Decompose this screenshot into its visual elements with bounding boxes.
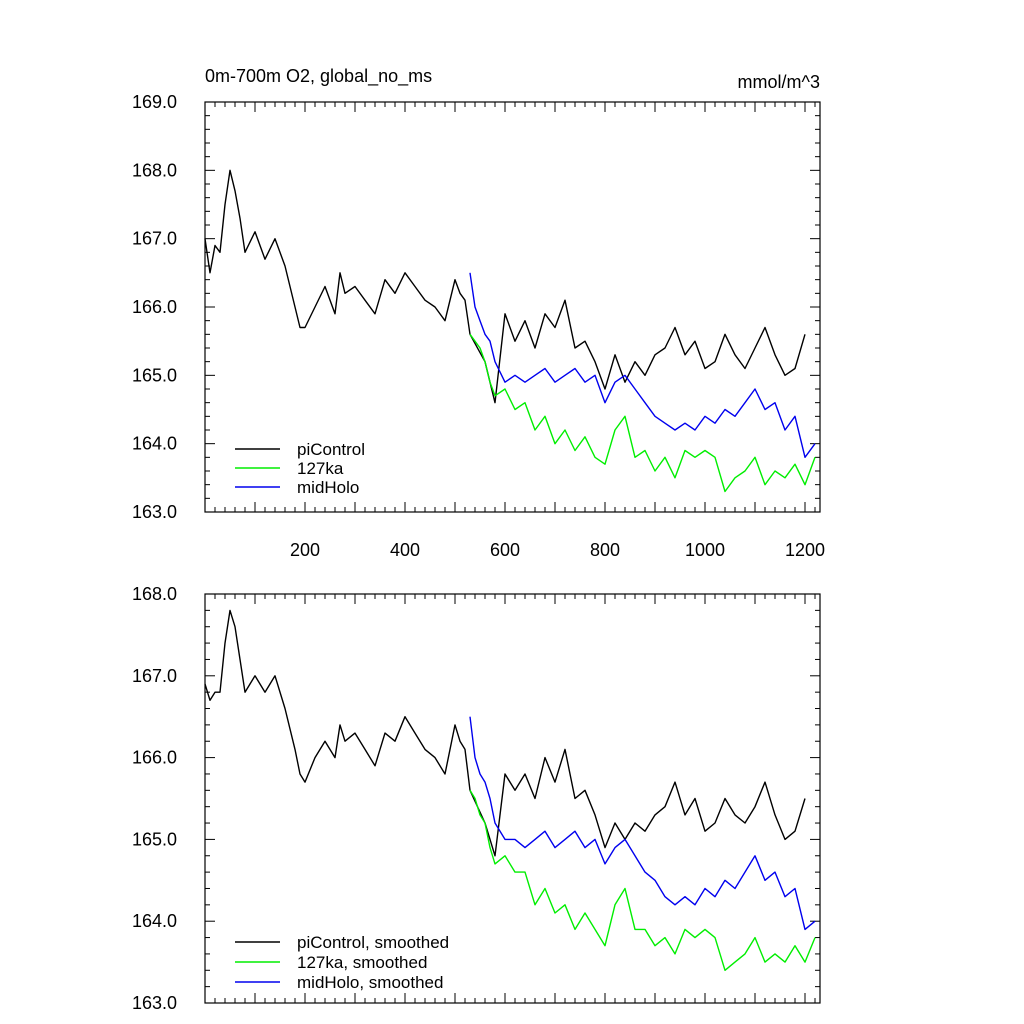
legend-label: piControl: [297, 440, 365, 459]
series-line-midholo: [469, 272, 816, 458]
x-tick-label: 600: [490, 540, 520, 560]
x-tick-label: 400: [390, 540, 420, 560]
legend-label: piControl, smoothed: [297, 933, 449, 952]
series-line-picontrol-smoothed: [204, 609, 806, 857]
series-line-127ka-smoothed: [469, 789, 816, 971]
y-tick-label: 168.0: [132, 160, 177, 180]
y-tick-label: 163.0: [132, 993, 177, 1013]
top-panel: 163.0 164.0 165.0 166.0 167.0 168.0 169.0 200 40…: [132, 92, 825, 560]
plot-frame: [204, 593, 821, 1004]
y-tick-label: 167.0: [132, 666, 177, 686]
y-tick-label: 163.0: [132, 502, 177, 522]
bottom-panel: 163.0 164.0 165.0 166.0 167.0 168.0 piControl,…: [132, 584, 821, 1013]
x-tick-label: 1000: [685, 540, 725, 560]
y-tick-label: 167.0: [132, 229, 177, 249]
y-tick-label: 166.0: [132, 748, 177, 768]
x-tick-label: 200: [290, 540, 320, 560]
y-tick-label: 164.0: [132, 911, 177, 931]
series-line-midholo-smoothed: [469, 716, 816, 931]
y-tick-label: 164.0: [132, 434, 177, 454]
legend-label: 127ka, smoothed: [297, 953, 427, 972]
y-tick-label: 169.0: [132, 92, 177, 112]
y-tick-label: 165.0: [132, 829, 177, 849]
y-tick-label: 166.0: [132, 297, 177, 317]
x-tick-label: 800: [590, 540, 620, 560]
chart-title-right: mmol/m^3: [738, 72, 820, 92]
y-tick-label: 165.0: [132, 365, 177, 385]
legend-label: 127ka: [297, 459, 344, 478]
legend-label: midHolo, smoothed: [297, 973, 443, 992]
x-tick-label: 1200: [785, 540, 825, 560]
y-tick-label: 168.0: [132, 584, 177, 604]
legend-label: midHolo: [297, 478, 359, 497]
chart-title-left: 0m-700m O2, global_no_ms: [205, 66, 432, 87]
series-line-picontrol: [204, 169, 806, 404]
series-line-127ka: [469, 333, 816, 493]
